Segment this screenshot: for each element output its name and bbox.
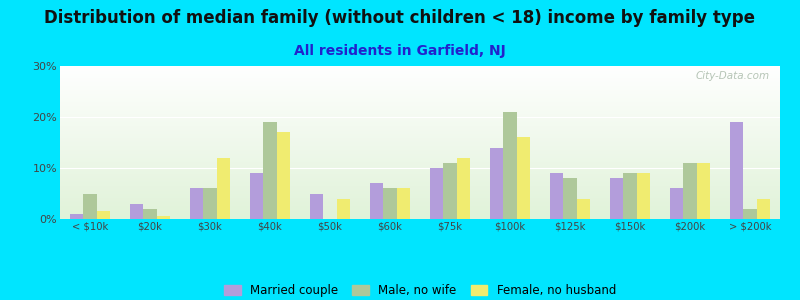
- Bar: [550, 173, 563, 219]
- Bar: [263, 122, 277, 219]
- Bar: [670, 188, 683, 219]
- Bar: [577, 199, 590, 219]
- Bar: [743, 209, 757, 219]
- Bar: [130, 204, 143, 219]
- Bar: [697, 163, 710, 219]
- Bar: [517, 137, 530, 219]
- Bar: [370, 183, 383, 219]
- Bar: [83, 194, 97, 219]
- Bar: [490, 148, 503, 219]
- Bar: [443, 163, 457, 219]
- Bar: [503, 112, 517, 219]
- Bar: [563, 178, 577, 219]
- Bar: [277, 132, 290, 219]
- Bar: [683, 163, 697, 219]
- Bar: [397, 188, 410, 219]
- Bar: [623, 173, 637, 219]
- Bar: [430, 168, 443, 219]
- Bar: [757, 199, 770, 219]
- Bar: [70, 214, 83, 219]
- Bar: [97, 211, 110, 219]
- Legend: Married couple, Male, no wife, Female, no husband: Married couple, Male, no wife, Female, n…: [219, 279, 621, 300]
- Bar: [457, 158, 470, 219]
- Text: Distribution of median family (without children < 18) income by family type: Distribution of median family (without c…: [45, 9, 755, 27]
- Bar: [143, 209, 157, 219]
- Text: City-Data.com: City-Data.com: [695, 70, 770, 81]
- Bar: [730, 122, 743, 219]
- Bar: [203, 188, 217, 219]
- Bar: [610, 178, 623, 219]
- Bar: [310, 194, 323, 219]
- Bar: [637, 173, 650, 219]
- Bar: [250, 173, 263, 219]
- Bar: [217, 158, 230, 219]
- Bar: [383, 188, 397, 219]
- Bar: [157, 217, 170, 219]
- Bar: [190, 188, 203, 219]
- Text: All residents in Garfield, NJ: All residents in Garfield, NJ: [294, 44, 506, 58]
- Bar: [337, 199, 350, 219]
